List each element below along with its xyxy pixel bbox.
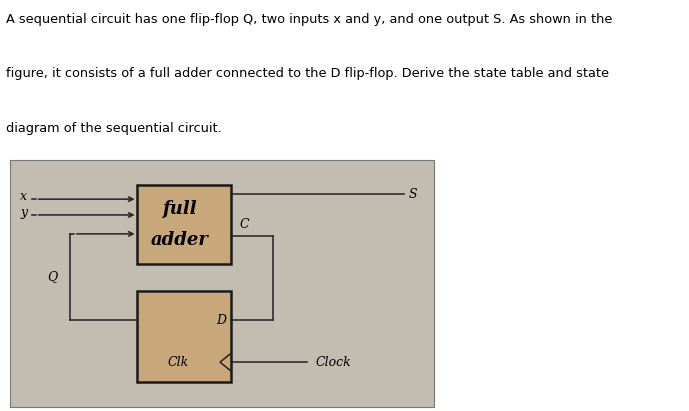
Bar (138, 291, 231, 382)
Text: full: full (162, 200, 197, 217)
Text: y: y (20, 206, 28, 219)
Text: S: S (409, 188, 418, 201)
Text: Q: Q (48, 270, 58, 284)
Bar (138, 185, 231, 264)
Text: diagram of the sequential circuit.: diagram of the sequential circuit. (6, 122, 221, 135)
Text: figure, it consists of a full adder connected to the D flip-flop. Derive the sta: figure, it consists of a full adder conn… (6, 67, 608, 81)
Text: x: x (20, 190, 28, 203)
Text: adder: adder (150, 231, 208, 249)
Text: Clock: Clock (316, 356, 351, 369)
Text: Clk: Clk (167, 356, 189, 369)
Text: A sequential circuit has one flip-flop Q, two inputs x and y, and one output S. : A sequential circuit has one flip-flop Q… (6, 13, 612, 26)
Text: C: C (239, 218, 249, 231)
Text: D: D (216, 314, 227, 327)
